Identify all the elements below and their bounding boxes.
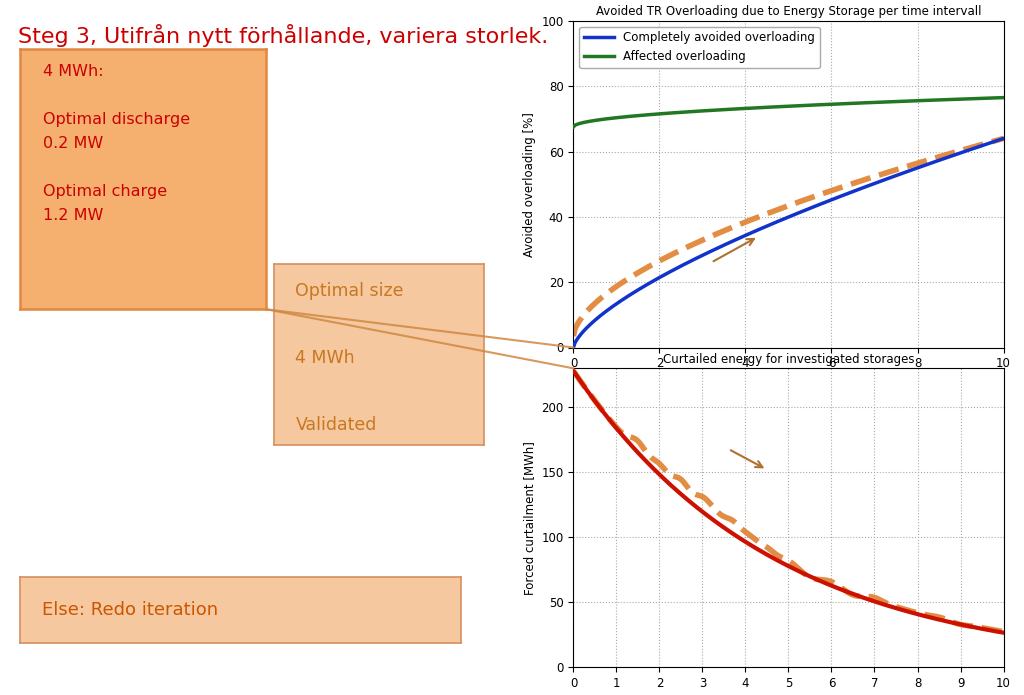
Affected overloading [823, 100, 836, 108]
Text: Steg 3, Utifrån nytt förhållande, variera storlek.: Steg 3, Utifrån nytt förhållande, varier… [18, 24, 549, 47]
Affected overloading [957, 95, 970, 103]
Line: Completely avoided overloading: Completely avoided overloading [573, 138, 1004, 348]
Affected overloading [930, 96, 942, 104]
Affected overloading [568, 121, 581, 129]
Text: 4 MWh:

Optimal discharge
0.2 MW

Optimal charge
1.2 MW: 4 MWh: Optimal discharge 0.2 MW Optimal … [43, 65, 189, 223]
Completely avoided overloading [830, 194, 843, 202]
Text: Optimal size

4 MWh

Validated: Optimal size 4 MWh Validated [296, 282, 403, 434]
Text: Else: Redo iteration: Else: Redo iteration [43, 601, 218, 619]
Completely avoided overloading [822, 197, 835, 205]
Completely avoided overloading [930, 157, 942, 165]
Line: Affected overloading: Affected overloading [573, 97, 1004, 127]
Title: Avoided TR Overloading due to Energy Storage per time intervall: Avoided TR Overloading due to Energy Sto… [596, 6, 981, 18]
Affected overloading [822, 100, 835, 108]
Completely avoided overloading [957, 148, 970, 156]
Y-axis label: Forced curtailment [MWh]: Forced curtailment [MWh] [523, 441, 536, 595]
Affected overloading [830, 100, 843, 108]
Y-axis label: Avoided overloading [%]: Avoided overloading [%] [523, 112, 536, 256]
Affected overloading [997, 93, 1010, 101]
Completely avoided overloading [823, 197, 836, 205]
Legend: Completely avoided overloading, Affected overloading: Completely avoided overloading, Affected… [580, 26, 819, 68]
Title: Curtailed energy for investigated storages: Curtailed energy for investigated storag… [663, 353, 914, 366]
X-axis label: StorageSize [MWh]: StorageSize [MWh] [729, 376, 848, 389]
Completely avoided overloading [567, 343, 580, 352]
Completely avoided overloading [568, 339, 581, 348]
Completely avoided overloading [997, 134, 1010, 142]
Affected overloading [567, 123, 580, 131]
